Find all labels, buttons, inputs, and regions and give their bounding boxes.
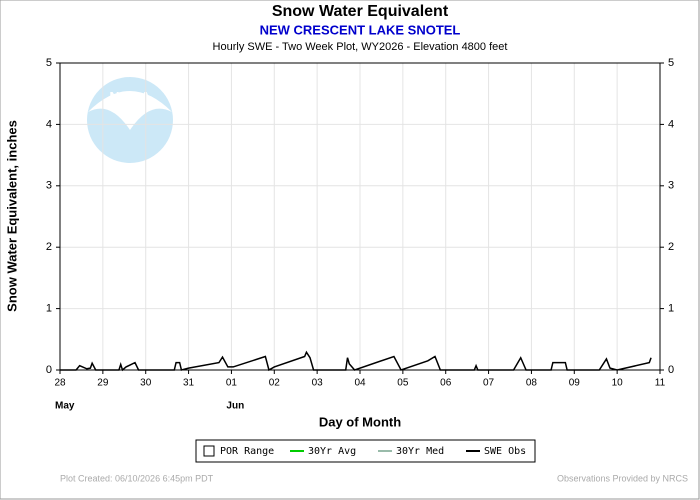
x-tick-label: 30 [140,378,152,389]
legend-swatch [203,445,215,457]
y-tick-label: 1 [46,303,52,315]
noaa-logo: NOAA [87,77,173,163]
chart-title: Snow Water Equivalent [272,3,449,20]
legend-label: 30Yr Avg [308,446,356,457]
y2-tick-label: 1 [668,303,674,315]
x-tick-label: 28 [54,378,66,389]
chart-description: Hourly SWE - Two Week Plot, WY2026 - Ele… [213,41,508,53]
y2-tick-label: 2 [668,241,674,253]
x-tick-label: 02 [269,378,281,389]
legend-box [195,439,536,463]
y2-tick-label: 3 [668,180,674,192]
footer-right: Observations Provided by NRCS [557,473,688,483]
y2-tick-label: 4 [668,118,674,130]
plot-area [59,62,661,371]
x-tick-label: 11 [655,378,666,389]
legend-label: SWE Obs [484,446,526,457]
x-month-label: May [55,401,75,412]
x-tick-label: 03 [312,378,324,389]
chart-subtitle: NEW CRESCENT LAKE SNOTEL [260,22,461,37]
x-tick-label: 09 [569,378,581,389]
x-tick-label: 31 [183,378,195,389]
y-tick-label: 5 [46,57,52,69]
legend-label: 30Yr Med [396,446,444,457]
y2-tick-label: 0 [668,364,674,376]
x-axis-label: Day of Month [319,414,401,429]
y-tick-label: 2 [46,241,52,253]
x-tick-label: 05 [397,378,409,389]
legend-label: POR Range [220,446,274,457]
x-tick-label: 01 [226,378,238,389]
y-tick-label: 3 [46,180,52,192]
x-tick-label: 29 [97,378,109,389]
x-month-label: Jun [226,401,244,412]
y-axis-label: Snow Water Equivalent, inches [4,120,19,312]
x-tick-label: 04 [354,378,366,389]
y2-tick-label: 5 [668,57,674,69]
logo-gull [88,91,172,130]
x-tick-label: 08 [526,378,538,389]
logo-circle [87,77,173,163]
x-tick-label: 10 [612,378,624,389]
swe-line [60,350,652,372]
x-tick-label: 07 [483,378,495,389]
y-tick-label: 4 [46,118,52,130]
x-tick-label: 06 [440,378,452,389]
logo-text: NOAA [109,89,150,105]
y-tick-label: 0 [46,364,52,376]
footer-left: Plot Created: 06/10/2026 6:45pm PDT [60,473,214,483]
